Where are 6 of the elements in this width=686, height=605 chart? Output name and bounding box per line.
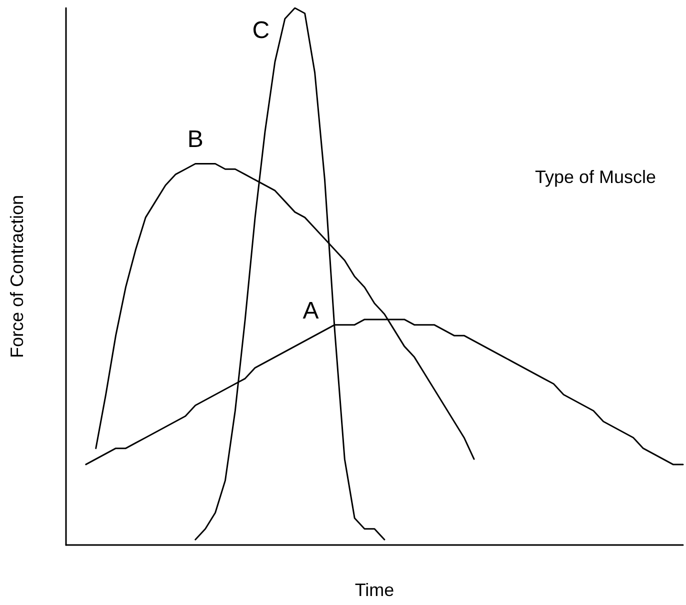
series-label: B: [187, 126, 204, 154]
series-label: C: [252, 17, 270, 44]
annotation: Type of Muscle: [534, 167, 656, 187]
series-label: A: [302, 297, 319, 324]
x-axis-title: Time: [354, 580, 394, 600]
y-axis-title: Force of Contraction: [7, 194, 27, 358]
